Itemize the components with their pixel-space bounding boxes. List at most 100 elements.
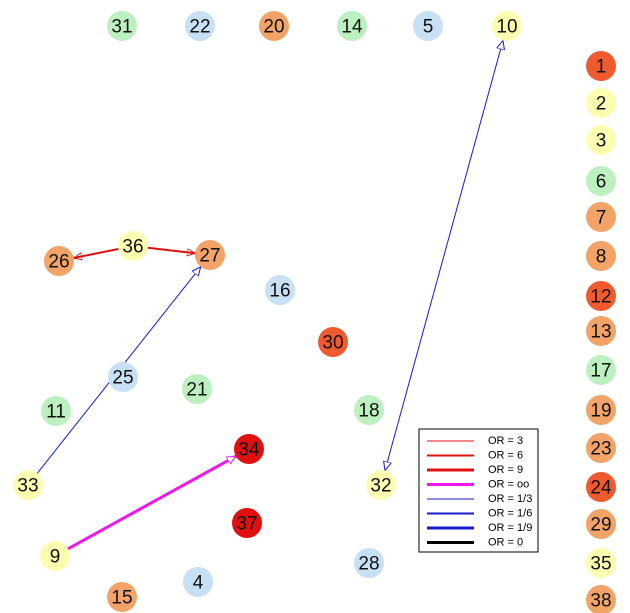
node-circle — [586, 395, 616, 425]
node-circle — [107, 582, 137, 612]
legend-box — [418, 428, 539, 553]
legend-entry: OR = 1/9 — [427, 522, 532, 534]
node-circle — [586, 281, 616, 311]
legend-entry: OR = 3 — [427, 435, 523, 447]
node-21: 21 — [182, 374, 212, 404]
node-label: 30 — [322, 333, 343, 354]
legend-label: OR = 9 — [488, 464, 523, 476]
node-circle — [586, 202, 616, 232]
legend-label: OR = oo — [488, 479, 529, 491]
node-label: 23 — [590, 439, 611, 460]
node-circle — [13, 470, 43, 500]
node-label: 19 — [590, 401, 611, 422]
node-circle — [413, 11, 443, 41]
node-23: 23 — [586, 433, 616, 463]
node-circle — [586, 241, 616, 271]
legend-entry: OR = 0 — [427, 537, 523, 549]
node-label: 13 — [590, 322, 611, 343]
node-label: 3 — [596, 131, 607, 152]
node-34: 34 — [234, 434, 264, 464]
node-30: 30 — [318, 327, 348, 357]
node-4: 4 — [183, 567, 213, 597]
node-circle — [586, 316, 616, 346]
node-circle — [232, 508, 262, 538]
node-18: 18 — [354, 395, 384, 425]
node-circle — [183, 567, 213, 597]
legend-label: OR = 1/3 — [488, 493, 532, 505]
node-label: 14 — [341, 17, 363, 38]
node-2: 2 — [586, 88, 616, 118]
node-circle — [195, 240, 225, 270]
node-label: 18 — [358, 401, 379, 422]
node-circle — [586, 125, 616, 155]
node-circle — [337, 11, 367, 41]
edge-10-32 — [385, 41, 503, 471]
node-25: 25 — [108, 362, 138, 392]
node-circle — [185, 11, 215, 41]
node-17: 17 — [586, 355, 616, 385]
node-15: 15 — [107, 582, 137, 612]
legend-label: OR = 3 — [488, 435, 523, 447]
node-20: 20 — [259, 11, 289, 41]
node-35: 35 — [586, 548, 616, 578]
node-label: 21 — [186, 380, 207, 401]
node-circle — [107, 11, 137, 41]
node-label: 12 — [590, 287, 611, 308]
node-label: 11 — [46, 402, 66, 423]
legend-entry: OR = 1/3 — [427, 493, 532, 505]
node-circle — [366, 470, 396, 500]
node-label: 6 — [596, 172, 607, 193]
node-circle — [492, 11, 522, 41]
node-circle — [586, 88, 616, 118]
node-5: 5 — [413, 11, 443, 41]
node-33: 33 — [13, 470, 43, 500]
node-circle — [586, 433, 616, 463]
node-11: 11 — [41, 396, 71, 426]
node-circle — [586, 355, 616, 385]
node-13: 13 — [586, 316, 616, 346]
node-label: 28 — [358, 554, 379, 575]
legend-entry: OR = 1/6 — [427, 508, 532, 520]
node-12: 12 — [586, 281, 616, 311]
node-3: 3 — [586, 125, 616, 155]
node-32: 32 — [366, 470, 396, 500]
node-31: 31 — [107, 11, 137, 41]
legend: OR = 3 OR = 6 OR = 9 OR = oo OR = 1/3 OR = 1/… — [418, 428, 539, 553]
node-label: 5 — [423, 17, 434, 38]
legend-label: OR = 0 — [488, 537, 523, 549]
node-16: 16 — [265, 275, 295, 305]
node-circle — [586, 509, 616, 539]
node-circle — [586, 51, 616, 81]
node-label: 32 — [370, 476, 391, 497]
node-label: 31 — [111, 17, 132, 38]
node-circle — [118, 231, 148, 261]
node-circle — [354, 548, 384, 578]
node-label: 26 — [48, 252, 69, 273]
node-circle — [259, 11, 289, 41]
edge-36-27 — [143, 246, 195, 253]
node-label: 4 — [193, 573, 204, 594]
node-label: 36 — [122, 237, 143, 258]
legend-entry: OR = oo — [427, 479, 529, 491]
node-8: 8 — [586, 241, 616, 271]
node-label: 15 — [111, 588, 132, 609]
node-label: 8 — [596, 247, 607, 268]
node-36: 36 — [118, 231, 148, 261]
node-circle — [586, 166, 616, 196]
node-9: 9 — [40, 541, 70, 571]
legend-entry: OR = 6 — [427, 450, 523, 462]
node-circle — [265, 275, 295, 305]
node-circle — [182, 374, 212, 404]
node-19: 19 — [586, 395, 616, 425]
node-label: 2 — [596, 94, 607, 115]
node-10: 10 — [492, 11, 522, 41]
node-27: 27 — [195, 240, 225, 270]
node-circle — [234, 434, 264, 464]
node-label: 24 — [590, 478, 612, 499]
node-label: 20 — [263, 17, 284, 38]
node-24: 24 — [586, 472, 616, 502]
node-label: 27 — [199, 246, 220, 267]
node-26: 26 — [44, 246, 74, 276]
node-22: 22 — [185, 11, 215, 41]
node-38: 38 — [586, 585, 616, 613]
